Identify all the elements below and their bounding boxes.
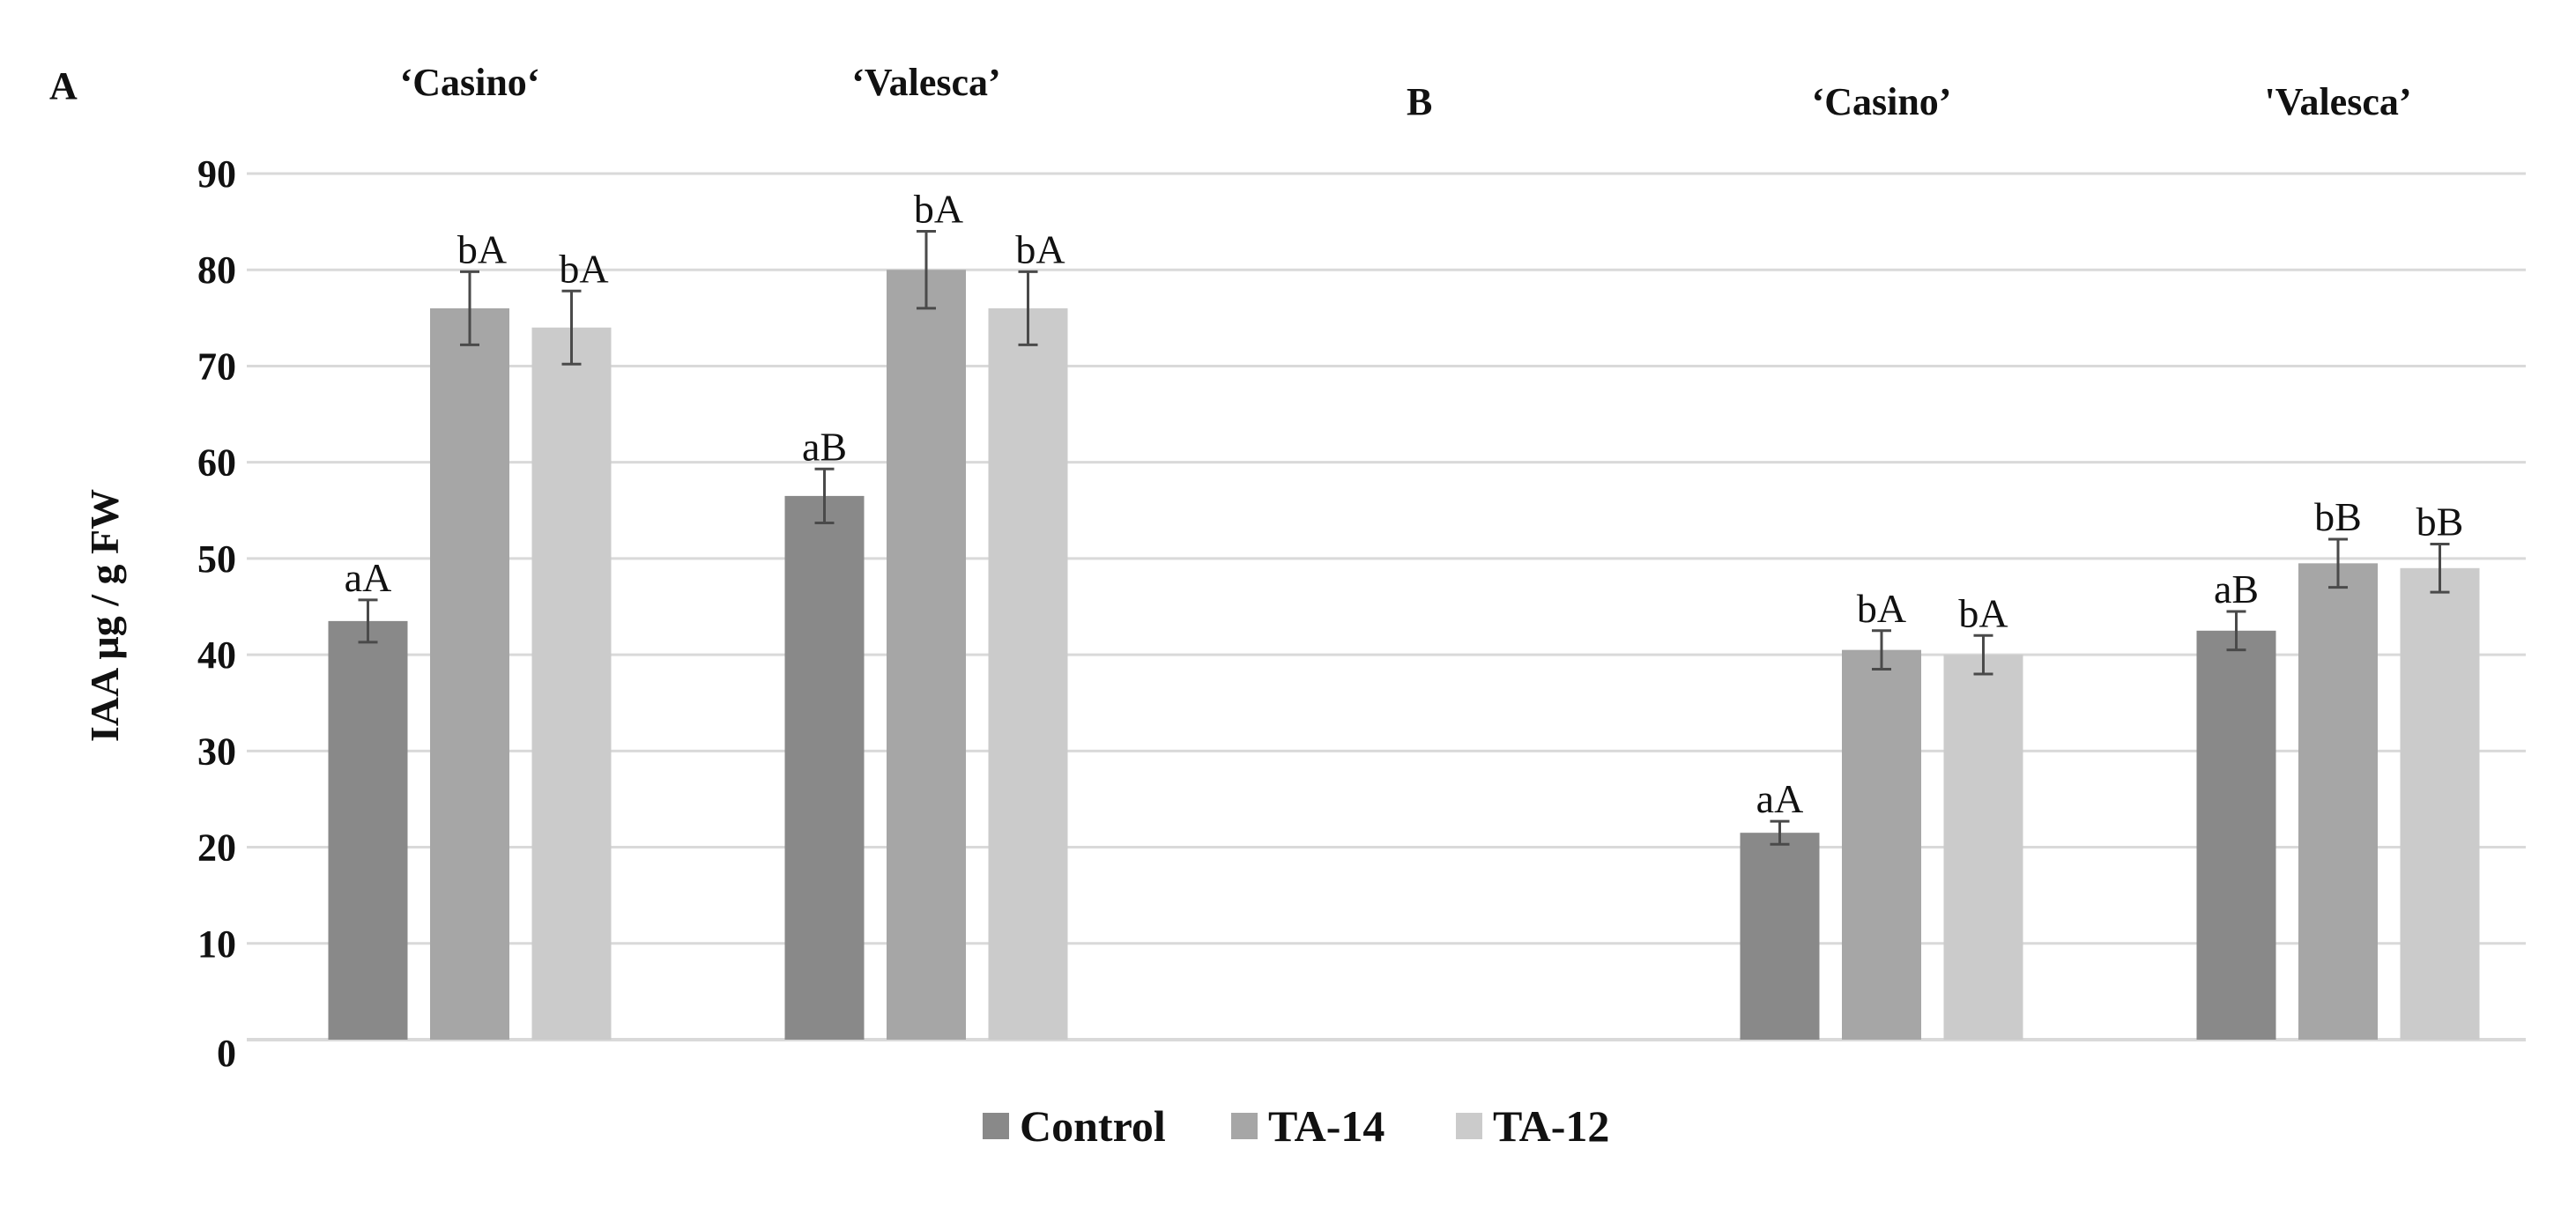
legend-swatch: [1231, 1113, 1258, 1139]
data-label: bA: [559, 246, 608, 291]
legend-label: TA-12: [1493, 1101, 1609, 1151]
y-tick-label: 70: [197, 344, 236, 388]
bar: [430, 307, 509, 1040]
data-labels: aA bA bA aB bA bA aA bA bA aB bB bB: [345, 187, 2464, 822]
cultivar-label: 'Valesca’: [2264, 80, 2411, 123]
y-axis: 0 10 20 30 40 50 60 70 80 90 IAA µg / g FW: [82, 152, 236, 1075]
data-label: bA: [1958, 590, 2008, 635]
data-label: aB: [802, 424, 847, 469]
panel-label: B: [1407, 80, 1432, 123]
legend-label: Control: [1020, 1101, 1166, 1151]
data-label: bA: [1015, 226, 1065, 271]
bar: [2196, 630, 2276, 1040]
bar: [2298, 563, 2378, 1040]
gridlines: [247, 172, 2526, 1041]
y-tick-label: 60: [197, 441, 236, 485]
y-tick-label: 50: [197, 537, 236, 581]
y-tick-label: 0: [217, 1032, 236, 1075]
bar: [2400, 567, 2480, 1040]
bar: [1740, 833, 1820, 1040]
bar: [531, 327, 612, 1040]
bar: [988, 307, 1068, 1040]
data-label: bA: [457, 226, 507, 271]
cultivar-label: ‘Valesca’: [851, 61, 1000, 104]
data-label: aA: [1756, 776, 1804, 821]
bar: [1943, 655, 2023, 1040]
panel-headers: A ‘Casino‘ ‘Valesca’ B ‘Casino’ 'Valesca’: [49, 61, 2412, 123]
y-tick-label: 10: [197, 922, 236, 966]
cultivar-label: ‘Casino’: [1812, 80, 1952, 123]
y-tick-label: 80: [197, 248, 236, 292]
y-tick-label: 30: [197, 730, 236, 773]
data-label: bB: [2314, 494, 2362, 539]
data-label: bB: [2416, 500, 2464, 545]
y-axis-title: IAA µg / g FW: [82, 489, 127, 742]
panel-label: A: [49, 64, 78, 107]
data-label: aA: [345, 555, 392, 600]
error-bars: [358, 230, 2450, 846]
bars: [328, 270, 2480, 1040]
data-label: aB: [2214, 567, 2259, 611]
legend-swatch: [983, 1113, 1009, 1139]
y-tick-label: 40: [197, 633, 236, 677]
y-tick-label: 90: [197, 152, 236, 196]
cultivar-label: ‘Casino‘: [400, 61, 540, 104]
data-label: bA: [914, 187, 963, 232]
bar: [887, 270, 966, 1040]
bar: [1842, 649, 1921, 1040]
bar: [328, 620, 408, 1040]
legend: Control TA-14 TA-12: [983, 1101, 1609, 1151]
data-label: bA: [1857, 586, 1906, 631]
legend-label: TA-14: [1268, 1101, 1385, 1151]
bar: [784, 495, 865, 1040]
legend-swatch: [1456, 1113, 1482, 1139]
y-tick-label: 20: [197, 826, 236, 870]
